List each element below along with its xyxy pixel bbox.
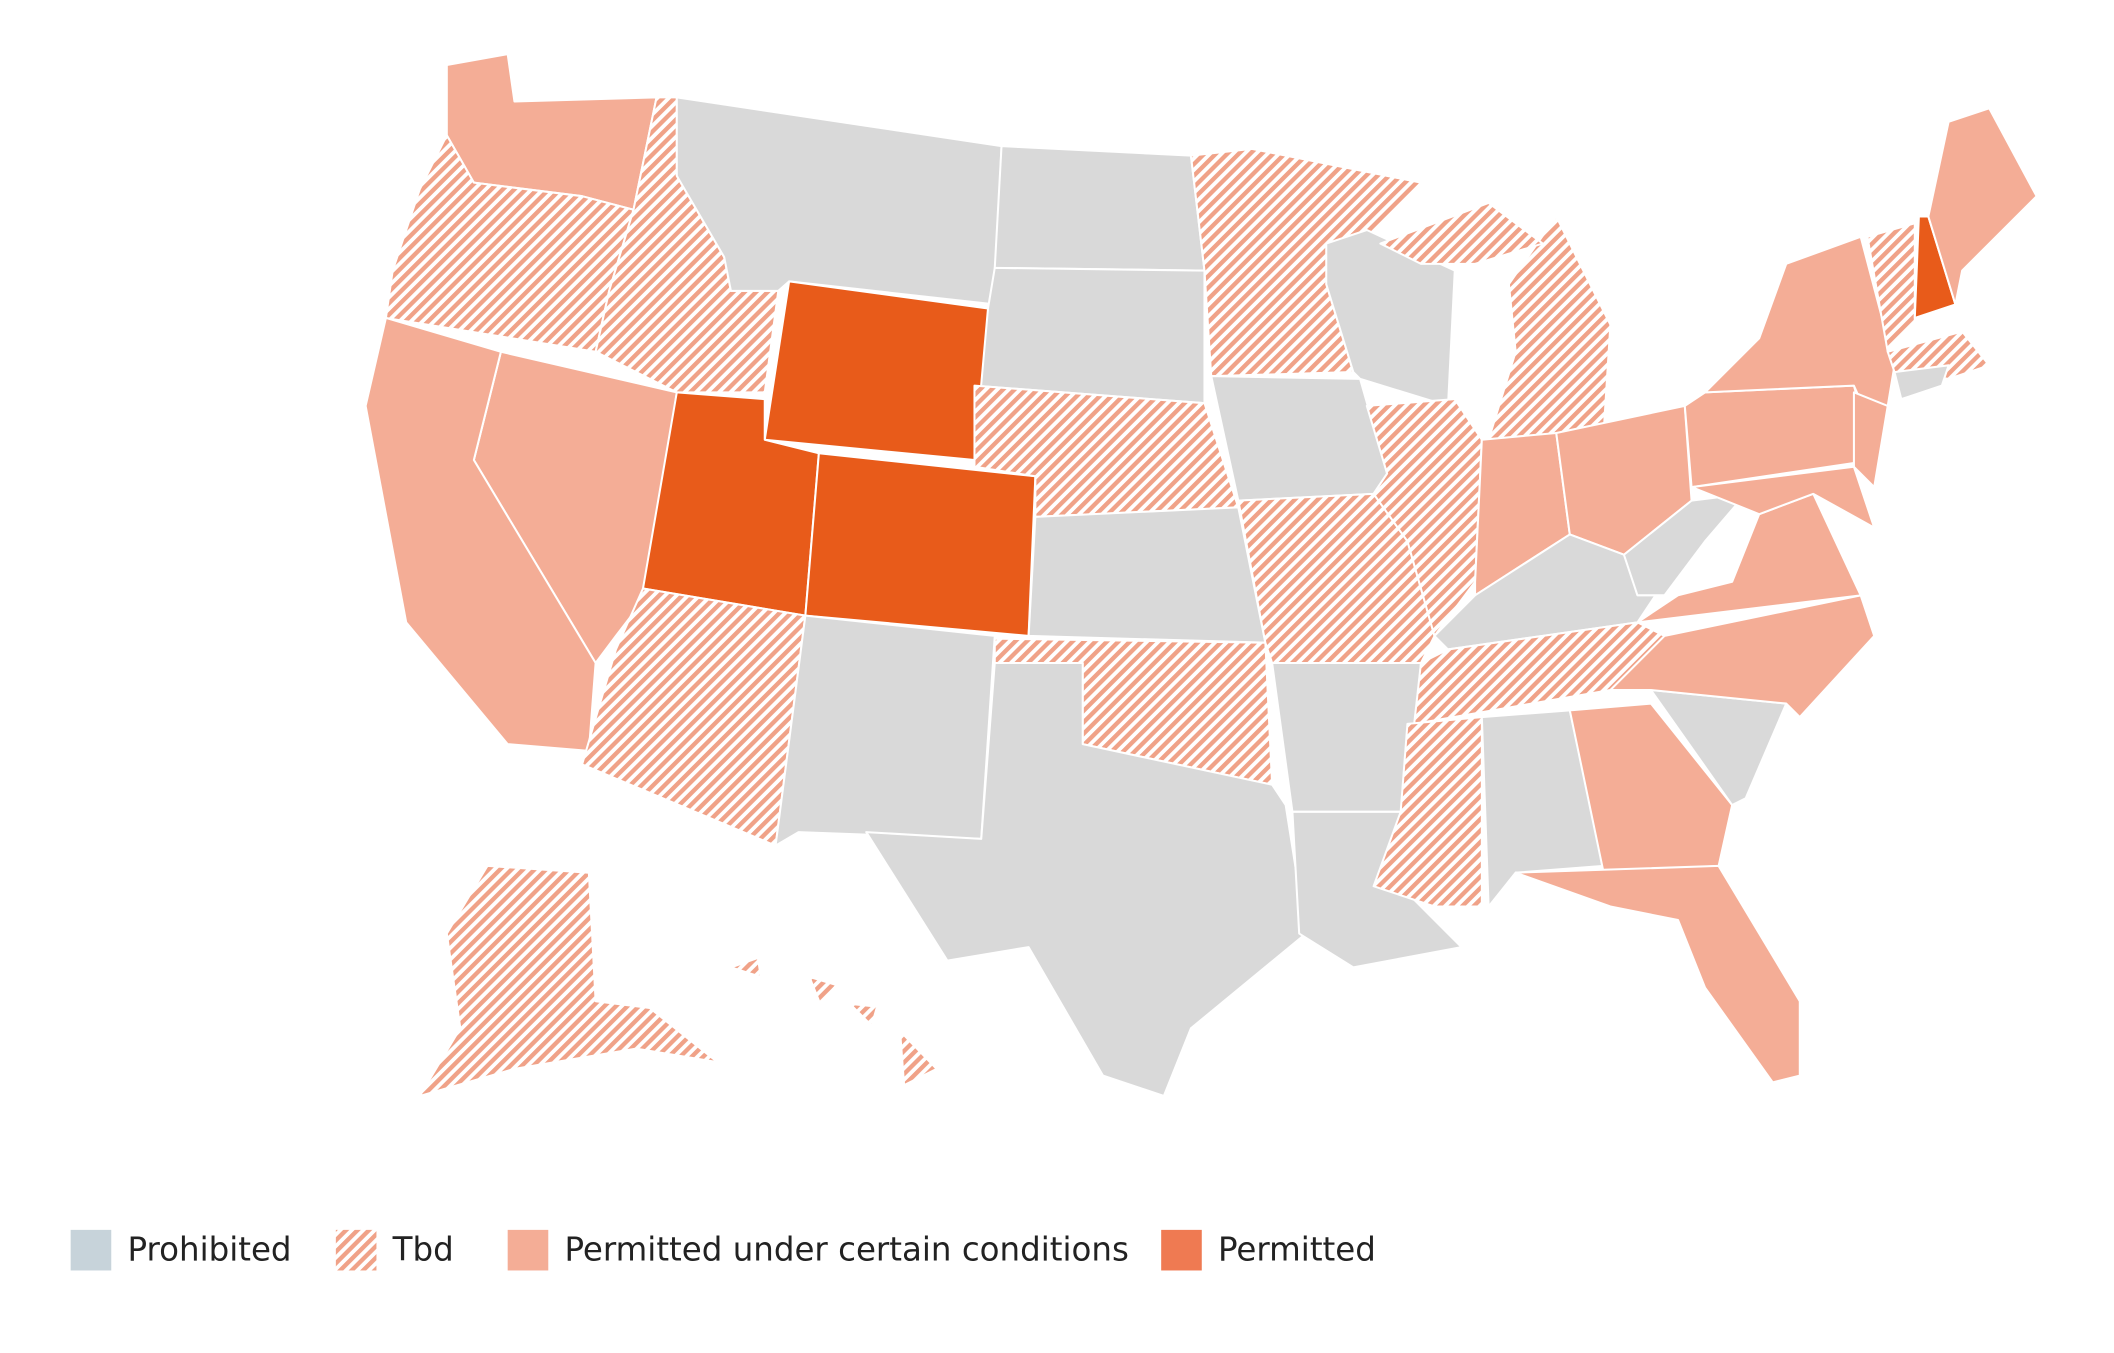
state: [1027, 506, 1267, 644]
state: [581, 587, 807, 847]
state: [1325, 228, 1456, 407]
state: [804, 452, 1037, 637]
legend-label: Permitted: [1218, 1231, 1376, 1269]
legend-swatch: [335, 1229, 377, 1271]
state: [1927, 107, 2038, 306]
legend-swatch: [1161, 1229, 1202, 1271]
state: [899, 1029, 938, 1087]
states: [364, 53, 2038, 1097]
state: [1379, 201, 1544, 265]
state: [865, 661, 1307, 1097]
state: [973, 266, 1206, 405]
state: [418, 864, 719, 1097]
state: [1514, 864, 1801, 1084]
state: [808, 975, 838, 1005]
state: [729, 956, 762, 978]
state: [1568, 702, 1734, 874]
legend-swatch: [70, 1229, 112, 1271]
state: [1480, 709, 1605, 908]
state: [1690, 465, 1876, 529]
legend-label: Tbd: [392, 1231, 454, 1269]
state: [1886, 330, 1991, 380]
legend-swatch: [507, 1229, 549, 1271]
state: [774, 614, 996, 847]
state: [763, 280, 990, 462]
legend-label: Permitted under certain conditions: [565, 1231, 1129, 1269]
state: [1852, 391, 1889, 489]
state: [1271, 661, 1422, 813]
state: [1622, 492, 1747, 597]
state: [1210, 375, 1389, 502]
state: [1893, 364, 1950, 401]
state: [848, 1002, 879, 1027]
legend: Prohibited Tbd Permitted under certain con…: [70, 1229, 1376, 1271]
state: [993, 145, 1206, 272]
state: [1609, 594, 1876, 719]
state: [1866, 222, 1916, 353]
legend-label: Prohibited: [127, 1231, 291, 1269]
